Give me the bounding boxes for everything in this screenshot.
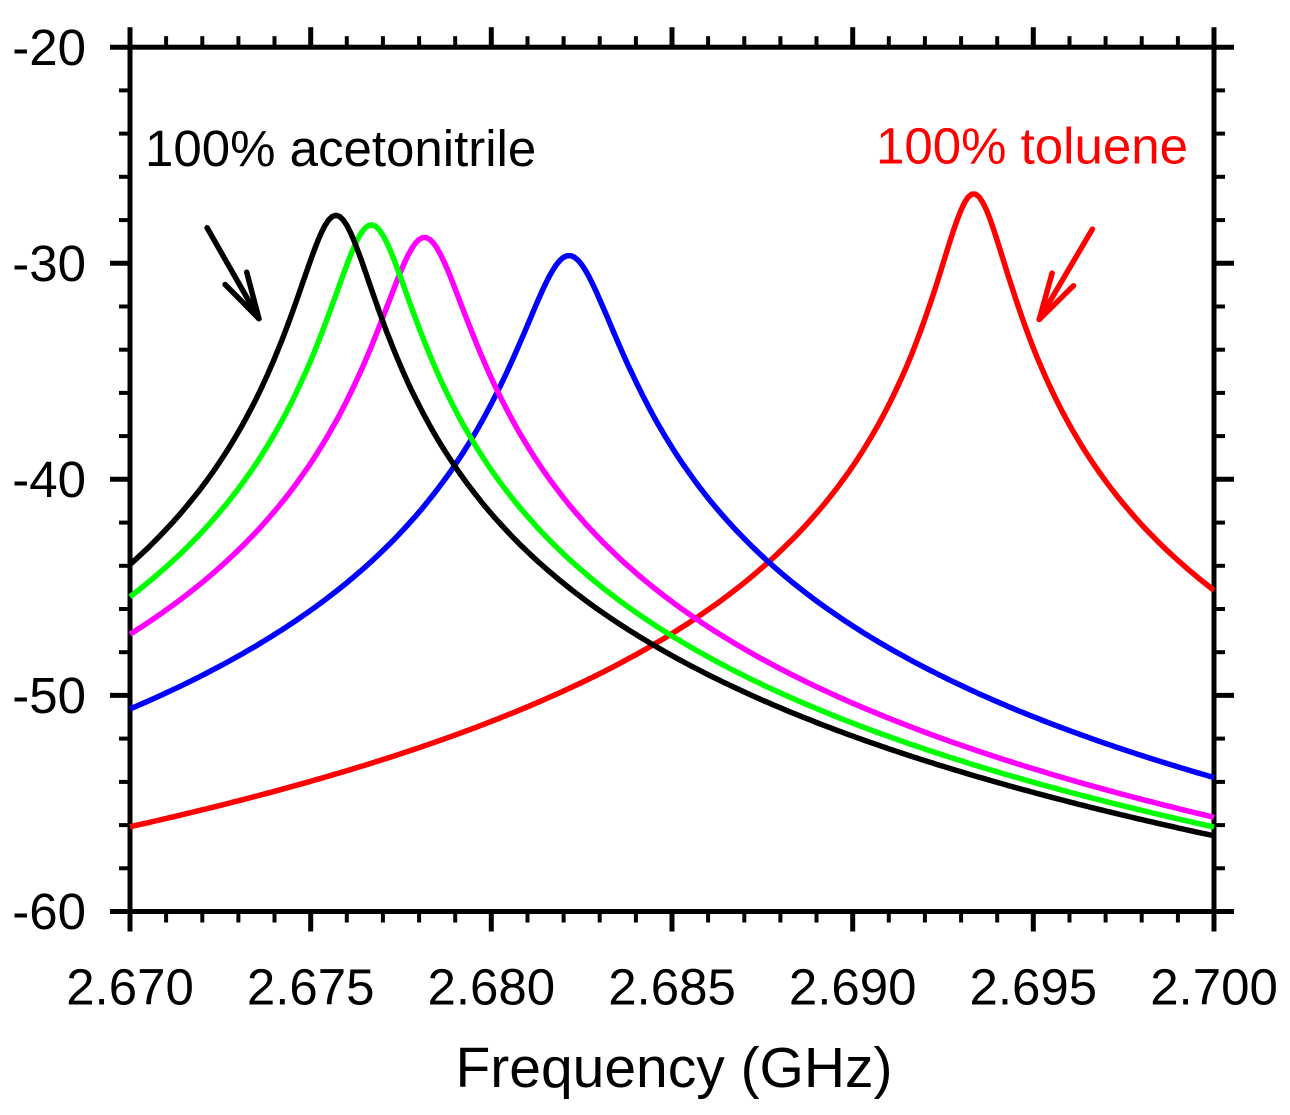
svg-text:-40: -40 xyxy=(12,451,86,508)
svg-text:100% toluene: 100% toluene xyxy=(876,118,1188,175)
svg-text:-60: -60 xyxy=(12,883,86,940)
svg-text:2.685: 2.685 xyxy=(608,959,736,1016)
svg-text:2.700: 2.700 xyxy=(1150,959,1278,1016)
svg-text:-30: -30 xyxy=(12,235,86,292)
svg-text:2.690: 2.690 xyxy=(789,959,917,1016)
svg-text:100% acetonitrile: 100% acetonitrile xyxy=(145,120,536,177)
svg-text:2.680: 2.680 xyxy=(427,959,555,1016)
svg-text:2.695: 2.695 xyxy=(969,959,1097,1016)
svg-text:2.670: 2.670 xyxy=(66,959,194,1016)
svg-text:-50: -50 xyxy=(12,667,86,724)
svg-text:-20: -20 xyxy=(12,19,86,76)
svg-text:2.675: 2.675 xyxy=(247,959,375,1016)
svg-text:Frequency (GHz): Frequency (GHz) xyxy=(455,1036,892,1100)
